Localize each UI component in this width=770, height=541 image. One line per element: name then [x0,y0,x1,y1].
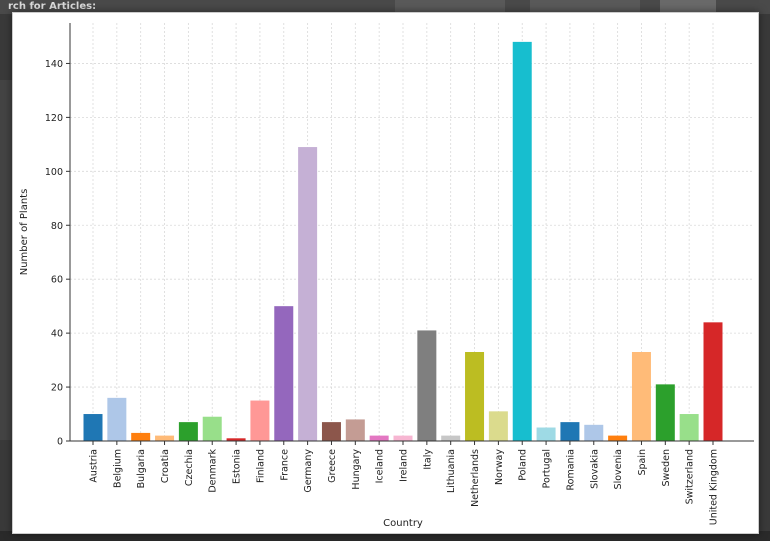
y-tick-label: 20 [51,383,63,394]
bar-denmark [202,416,222,441]
bar-lithuania [441,435,461,441]
y-tick-label: 120 [45,113,63,124]
y-tick-label: 100 [45,167,63,178]
bar-netherlands [465,352,485,441]
bar-spain [631,352,651,441]
grid-layer [70,23,754,442]
x-tick-label: Slovenia [613,449,624,489]
x-tick-label: United Kingdom [709,449,720,525]
bar-poland [512,41,532,442]
x-tick-label: Hungary [351,449,362,490]
background-search-bar: rch for Articles: [0,0,770,14]
bar-austria [83,414,103,441]
bar-estonia [226,438,246,441]
bar-romania [560,422,580,441]
x-axis-title: Country [383,518,423,529]
background-search-button [660,0,716,12]
x-tick-label: France [279,449,290,481]
bar-hungary [345,419,365,441]
y-tick-label: 60 [51,275,63,286]
x-tick-label: Norway [494,449,505,485]
bar-iceland [369,435,389,441]
bar-united-kingdom [703,322,723,441]
x-tick-label: Romania [565,449,576,491]
bar-portugal [536,427,556,441]
x-tick-label: Germany [303,449,314,493]
x-tick-label: Belgium [112,449,123,488]
x-tick-label: Spain [637,449,648,476]
x-tick-label: Denmark [208,449,219,493]
bar-belgium [107,397,127,441]
background-header-text: rch for Articles: [8,1,97,12]
x-tick-label: Netherlands [470,449,481,507]
x-tick-label: Italy [422,449,433,470]
x-tick-labels: Austria Belgium Bulgaria Croatia Czechia Denm… [89,441,720,525]
x-tick-label: Slovakia [589,449,600,489]
bar-germany [298,147,318,441]
bar-greece [321,422,341,441]
background-bottom-strip [0,531,770,541]
y-axis-title: Number of Plants [19,189,30,276]
x-tick-label: Czechia [184,449,195,486]
bar-czechia [178,422,198,441]
bar-italy [417,330,437,441]
bar-croatia [155,435,175,441]
x-tick-label: Austria [89,449,100,483]
y-tick-label: 40 [51,329,63,340]
x-tick-label: Ireland [399,449,410,482]
background-select-1 [395,0,505,12]
y-tick-label: 140 [45,59,63,70]
bar-france [274,306,294,441]
x-tick-label: Croatia [160,449,171,483]
bar-layer [83,41,723,442]
x-tick-label: Bulgaria [136,449,147,488]
x-tick-label: Greece [327,449,338,483]
x-tick-label: Estonia [232,449,243,484]
x-tick-label: Finland [255,449,266,483]
background-left-panel [0,80,12,440]
y-tick-label: 0 [57,437,63,448]
x-tick-label: Poland [518,449,529,481]
axis-layer [69,23,754,442]
x-tick-label: Portugal [542,449,553,488]
bar-slovakia [584,424,604,441]
x-tick-label: Lithuania [446,449,457,493]
bar-bulgaria [131,432,151,441]
bar-chart: 0 20 40 60 80 100 120 140 Austria Belgium Bulgari… [19,23,754,529]
chart-modal: 0 20 40 60 80 100 120 140 Austria Belgium Bulgari… [12,12,759,534]
bar-norway [488,411,508,441]
y-tick-labels: 0 20 40 60 80 100 120 140 [45,59,70,448]
bar-slovenia [608,435,628,441]
bar-ireland [393,435,413,441]
background-select-2 [530,0,640,12]
bar-switzerland [679,414,699,441]
y-tick-label: 80 [51,221,63,232]
x-tick-label: Sweden [661,449,672,487]
x-tick-label: Switzerland [685,449,696,504]
bar-finland [250,400,270,441]
x-tick-label: Iceland [375,449,386,483]
bar-sweden [655,384,675,441]
